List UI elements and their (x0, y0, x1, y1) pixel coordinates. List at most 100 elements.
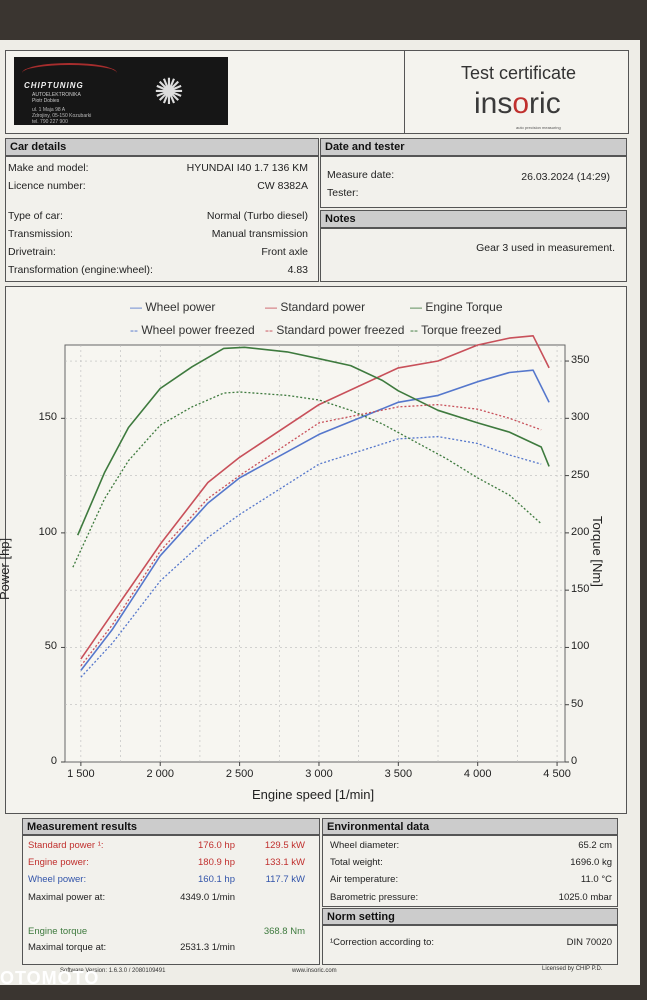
measurement-label: Maximal power at: (28, 892, 106, 903)
measurement-hp-value: 180.9 hp (198, 857, 235, 868)
legend-entry: -- Standard power freezed (265, 323, 404, 337)
legend-marker: -- (265, 323, 277, 337)
y-tick-label: 0 (50, 755, 57, 767)
environment-value: 1696.0 kg (570, 857, 612, 868)
x-tick-label: 4 000 (463, 768, 492, 780)
legend-marker: — (130, 300, 146, 314)
certificate-header: CHIPTUNING AUTOELEKTRONIKA Piotr Dobies … (5, 50, 629, 134)
logo-address: ul. 1 Maja 98 A Zdrojiny, 05-150 Kozubar… (32, 107, 92, 125)
environment-box (322, 835, 618, 907)
measurement-label: Maximal torque at: (28, 942, 107, 953)
insoric-tagline: auto precision measuring (516, 125, 561, 130)
y2-axis-label: Torque [Nm] (590, 516, 605, 587)
measurement-box (22, 835, 320, 965)
y2-tick-label: 0 (571, 755, 578, 767)
legend-label: Standard power (280, 300, 366, 314)
car-detail-value: Front axle (261, 246, 308, 258)
y2-tick-label: 200 (571, 525, 590, 538)
legend-marker: -- (410, 323, 422, 337)
y2-tick-label: 50 (571, 697, 584, 710)
y2-tick-label: 150 (571, 583, 590, 596)
environment-value: 11.0 °C (580, 874, 612, 885)
environment-label: Barometric pressure: (330, 892, 419, 903)
y2-tick-label: 300 (571, 411, 590, 424)
legend-label: Wheel power (145, 300, 216, 314)
series-line (76, 346, 550, 536)
chiptuning-logo: CHIPTUNING AUTOELEKTRONIKA Piotr Dobies … (14, 57, 228, 125)
power-torque-chart (61, 334, 569, 766)
car-detail-label: Licence number: (8, 180, 86, 192)
legend-marker: — (410, 300, 426, 314)
measurement-kw-value: 133.1 kW (264, 857, 305, 868)
norm-box (322, 925, 618, 965)
x-axis-label: Engine speed [1/min] (252, 787, 375, 802)
footer-website: www.insoric.com (292, 968, 337, 974)
series-line (80, 435, 542, 678)
measurement-hp-value: 176.0 hp (198, 840, 235, 851)
environment-heading: Environmental data (322, 818, 618, 835)
measurement-hp-value: 4349.0 1/min (180, 892, 235, 903)
environment-value: 1025.0 mbar (558, 892, 612, 903)
car-silhouette-icon (22, 63, 117, 83)
series-line (80, 403, 542, 667)
notes-text: Gear 3 used in measurement. (476, 242, 615, 254)
y-tick-label: 150 (38, 411, 57, 424)
series-line (72, 391, 542, 568)
legend-label: Standard power freezed (276, 323, 405, 337)
legend-marker: — (265, 300, 281, 314)
car-detail-label: Make and model: (8, 162, 89, 174)
legend-entry: — Wheel power (130, 300, 215, 314)
car-detail-label: Drivetrain: (8, 246, 56, 258)
car-detail-value: Normal (Turbo diesel) (206, 210, 308, 222)
certificate-title: Test certificate (461, 63, 577, 83)
measurement-hp-value: 160.1 hp (198, 874, 235, 885)
insoric-logo: insoric (474, 87, 561, 120)
measurement-kw-value: 368.8 Nm (263, 926, 305, 937)
y-axis-label: Power [hp] (0, 537, 12, 600)
date-tester-heading: Date and tester (320, 138, 627, 156)
legend-marker: -- (130, 323, 142, 337)
series-line (80, 334, 550, 660)
legend-label: Torque freezed (421, 323, 502, 337)
norm-label: ¹Correction according to: (330, 937, 435, 948)
test-certificate-page: CHIPTUNING AUTOELEKTRONIKA Piotr Dobies … (0, 40, 640, 985)
y2-tick-label: 250 (571, 468, 590, 481)
y2-tick-label: 350 (571, 354, 590, 367)
measure-date-value: 26.03.2024 (14:29) (521, 171, 610, 183)
environment-value: 65.2 cm (578, 840, 612, 851)
x-tick-label: 1 500 (67, 768, 95, 780)
car-details-box (5, 156, 319, 282)
norm-heading: Norm setting (322, 908, 618, 925)
measurement-kw-value: 129.5 kW (264, 840, 305, 851)
notes-box (320, 228, 627, 282)
car-detail-value: CW 8382A (257, 180, 308, 192)
x-tick-label: 4 500 (543, 768, 571, 780)
legend-label: Wheel power freezed (141, 323, 255, 337)
plot-area (64, 344, 566, 763)
car-detail-label: Type of car: (8, 210, 63, 222)
measurement-label: Engine power: (28, 857, 89, 868)
car-details-heading: Car details (5, 138, 319, 156)
environment-label: Total weight: (330, 857, 383, 868)
y-tick-label: 100 (38, 525, 57, 538)
logo-subtitle: AUTOELEKTRONIKA Piotr Dobies (32, 92, 81, 104)
measurement-label: Standard power ¹: (28, 840, 104, 851)
measurement-label: Engine torque (28, 926, 88, 937)
legend-entry: -- Wheel power freezed (130, 323, 255, 337)
y-tick-label: 50 (44, 640, 57, 653)
car-detail-value: 4.83 (287, 264, 308, 276)
measurement-kw-value: 117.7 kW (265, 874, 305, 885)
measurement-hp-value: 2531.3 1/min (180, 942, 235, 953)
tester-label: Tester: (327, 187, 359, 199)
footer-software-version: Software Version: 1.6.3.0 / 2080109491 (60, 968, 166, 974)
x-tick-label: 2 000 (146, 768, 174, 780)
legend-entry: — Standard power (265, 300, 365, 314)
mascot-icon: ✺ (153, 71, 185, 112)
notes-heading: Notes (320, 210, 627, 228)
otomoto-watermark: OTOMOTO (0, 968, 100, 988)
car-detail-label: Transformation (engine:wheel): (8, 264, 153, 276)
x-tick-label: 2 500 (225, 768, 254, 780)
car-detail-value: HYUNDAI I40 1.7 136 KM (186, 162, 308, 174)
measure-date-label: Measure date: (327, 169, 395, 181)
x-tick-label: 3 500 (384, 768, 413, 780)
